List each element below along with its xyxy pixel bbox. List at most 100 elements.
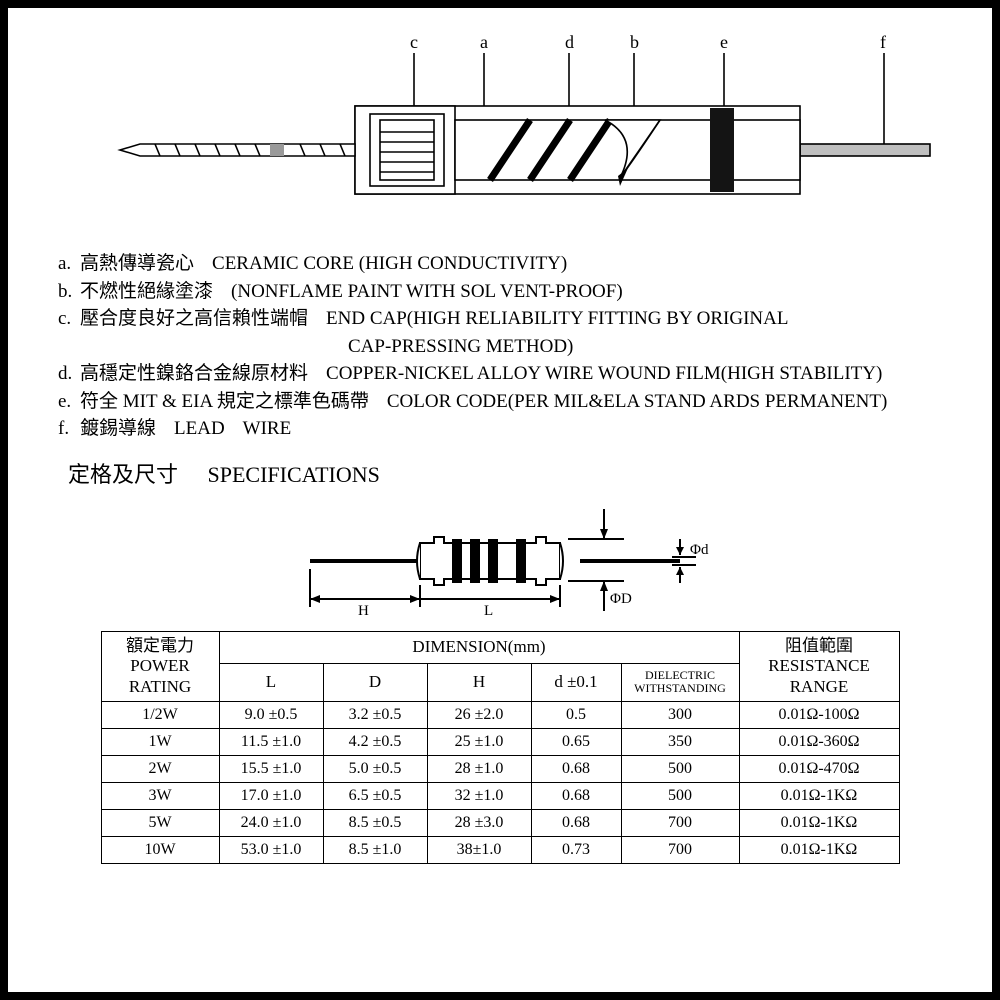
legend-cn: 高熱傳導瓷心 bbox=[80, 250, 194, 278]
cell-dw: 350 bbox=[621, 729, 739, 756]
cell-L: 53.0 ±1.0 bbox=[219, 837, 323, 864]
cell-power: 2W bbox=[101, 756, 219, 783]
diag-label-d: d bbox=[565, 32, 574, 52]
page: c a d b e f bbox=[0, 0, 1000, 1000]
cell-L: 24.0 ±1.0 bbox=[219, 810, 323, 837]
legend-row-c: c. 壓合度良好之高信賴性端帽 END CAP(HIGH RELIABILITY… bbox=[58, 305, 962, 333]
table-row: 1W11.5 ±1.04.2 ±0.525 ±1.00.653500.01Ω-3… bbox=[101, 729, 899, 756]
cell-range: 0.01Ω-1KΩ bbox=[739, 837, 899, 864]
table-header-row: 額定電力 POWER RATING DIMENSION(mm) 阻值範圍 RES… bbox=[101, 631, 899, 663]
cell-range: 0.01Ω-1KΩ bbox=[739, 783, 899, 810]
legend-key: a. bbox=[58, 250, 80, 278]
cell-power: 3W bbox=[101, 783, 219, 810]
table-row: 10W53.0 ±1.08.5 ±1.038±1.00.737000.01Ω-1… bbox=[101, 837, 899, 864]
legend-en: COPPER-NICKEL ALLOY WIRE WOUND FILM(HIGH… bbox=[326, 360, 882, 388]
legend-en: WIRE bbox=[243, 415, 292, 443]
hdr-d: d ±0.1 bbox=[531, 663, 621, 701]
hdr-dw2: WITHSTANDING bbox=[634, 681, 726, 695]
cell-H: 38±1.0 bbox=[427, 837, 531, 864]
legend-cn: 鍍錫導線 bbox=[80, 415, 156, 443]
cell-D: 5.0 ±0.5 bbox=[323, 756, 427, 783]
table-row: 1/2W9.0 ±0.53.2 ±0.526 ±2.00.53000.01Ω-1… bbox=[101, 702, 899, 729]
cell-d: 0.65 bbox=[531, 729, 621, 756]
hdr-power: 額定電力 POWER RATING bbox=[101, 631, 219, 701]
diag-label-e: e bbox=[720, 32, 728, 52]
dim-label-D: ΦD bbox=[610, 591, 632, 607]
spec-title-cn: 定格及尺寸 bbox=[68, 462, 178, 487]
legend-key: c. bbox=[58, 305, 80, 333]
cell-power: 5W bbox=[101, 810, 219, 837]
diag-label-b: b bbox=[630, 32, 639, 52]
dim-label-L: L bbox=[484, 603, 493, 619]
legend-en: END CAP(HIGH RELIABILITY FITTING BY ORIG… bbox=[326, 305, 788, 333]
legend-en-cont: CAP-PRESSING METHOD) bbox=[348, 333, 573, 361]
legend-key: d. bbox=[58, 360, 80, 388]
hdr-L: L bbox=[219, 663, 323, 701]
cell-range: 0.01Ω-360Ω bbox=[739, 729, 899, 756]
cell-power: 1/2W bbox=[101, 702, 219, 729]
cell-L: 11.5 ±1.0 bbox=[219, 729, 323, 756]
cell-D: 6.5 ±0.5 bbox=[323, 783, 427, 810]
cell-d: 0.5 bbox=[531, 702, 621, 729]
legend-row-a: a. 高熱傳導瓷心 CERAMIC CORE (HIGH CONDUCTIVIT… bbox=[58, 250, 962, 278]
diag-label-f: f bbox=[880, 32, 886, 52]
legend-row-c2: CAP-PRESSING METHOD) bbox=[58, 333, 962, 361]
table-row: 3W17.0 ±1.06.5 ±0.532 ±1.00.685000.01Ω-1… bbox=[101, 783, 899, 810]
hdr-res-en2: RANGE bbox=[790, 677, 849, 696]
table-row: 2W15.5 ±1.05.0 ±0.528 ±1.00.685000.01Ω-4… bbox=[101, 756, 899, 783]
hdr-res-cn: 阻值範圍 bbox=[785, 636, 853, 655]
legend-key: f. bbox=[58, 415, 80, 443]
table-row: 5W24.0 ±1.08.5 ±0.528 ±3.00.687000.01Ω-1… bbox=[101, 810, 899, 837]
legend-en: CERAMIC CORE (HIGH CONDUCTIVITY) bbox=[212, 250, 567, 278]
spec-table: 額定電力 POWER RATING DIMENSION(mm) 阻值範圍 RES… bbox=[101, 631, 900, 864]
cell-D: 4.2 ±0.5 bbox=[323, 729, 427, 756]
cell-H: 26 ±2.0 bbox=[427, 702, 531, 729]
hdr-dimension: DIMENSION(mm) bbox=[219, 631, 739, 663]
hdr-power-cn: 額定電力 bbox=[126, 636, 194, 655]
cell-H: 28 ±1.0 bbox=[427, 756, 531, 783]
hdr-res-en1: RESISTANCE bbox=[768, 656, 870, 675]
dimension-diagram: Φd ΦD H L bbox=[280, 499, 720, 619]
cell-d: 0.73 bbox=[531, 837, 621, 864]
dim-label-d: Φd bbox=[690, 542, 709, 558]
cell-range: 0.01Ω-100Ω bbox=[739, 702, 899, 729]
hdr-power-en1: POWER bbox=[130, 656, 190, 675]
dim-label-H: H bbox=[358, 603, 369, 619]
diag-label-c: c bbox=[410, 32, 418, 52]
hdr-D: D bbox=[323, 663, 427, 701]
cell-d: 0.68 bbox=[531, 756, 621, 783]
diag-label-a: a bbox=[480, 32, 488, 52]
resistor-cutaway-diagram: c a d b e f bbox=[60, 28, 940, 238]
hdr-dielectric: DIELECTRIC WITHSTANDING bbox=[621, 663, 739, 701]
cell-dw: 500 bbox=[621, 783, 739, 810]
legend-key: e. bbox=[58, 388, 80, 416]
legend-row-f: f. 鍍錫導線 LEAD WIRE bbox=[58, 415, 962, 443]
cell-H: 25 ±1.0 bbox=[427, 729, 531, 756]
legend-en: (NONFLAME PAINT WITH SOL VENT-PROOF) bbox=[231, 278, 623, 306]
cell-L: 15.5 ±1.0 bbox=[219, 756, 323, 783]
cell-L: 9.0 ±0.5 bbox=[219, 702, 323, 729]
legend-cn: 壓合度良好之高信賴性端帽 bbox=[80, 305, 308, 333]
legend-key: b. bbox=[58, 278, 80, 306]
legend: a. 高熱傳導瓷心 CERAMIC CORE (HIGH CONDUCTIVIT… bbox=[58, 250, 962, 443]
cell-range: 0.01Ω-470Ω bbox=[739, 756, 899, 783]
cell-power: 10W bbox=[101, 837, 219, 864]
cell-D: 8.5 ±0.5 bbox=[323, 810, 427, 837]
spec-table-body: 1/2W9.0 ±0.53.2 ±0.526 ±2.00.53000.01Ω-1… bbox=[101, 702, 899, 864]
legend-en: COLOR CODE(PER MIL&ELA STAND ARDS PERMAN… bbox=[387, 388, 887, 416]
cell-dw: 300 bbox=[621, 702, 739, 729]
spec-title-en: SPECIFICATIONS bbox=[208, 462, 380, 487]
cell-L: 17.0 ±1.0 bbox=[219, 783, 323, 810]
cell-D: 8.5 ±1.0 bbox=[323, 837, 427, 864]
hdr-power-en2: RATING bbox=[129, 677, 191, 696]
legend-cn: 符全 MIT & EIA 規定之標準色碼帶 bbox=[80, 388, 369, 416]
hdr-H: H bbox=[427, 663, 531, 701]
legend-cn: 不燃性絕緣塗漆 bbox=[80, 278, 213, 306]
cell-d: 0.68 bbox=[531, 810, 621, 837]
legend-cn: 高穩定性鎳鉻合金線原材料 bbox=[80, 360, 308, 388]
spec-title: 定格及尺寸 SPECIFICATIONS bbox=[68, 457, 962, 489]
hdr-dw1: DIELECTRIC bbox=[645, 668, 715, 682]
legend-row-d: d. 高穩定性鎳鉻合金線原材料 COPPER-NICKEL ALLOY WIRE… bbox=[58, 360, 962, 388]
cell-power: 1W bbox=[101, 729, 219, 756]
legend-en: LEAD bbox=[174, 415, 225, 443]
